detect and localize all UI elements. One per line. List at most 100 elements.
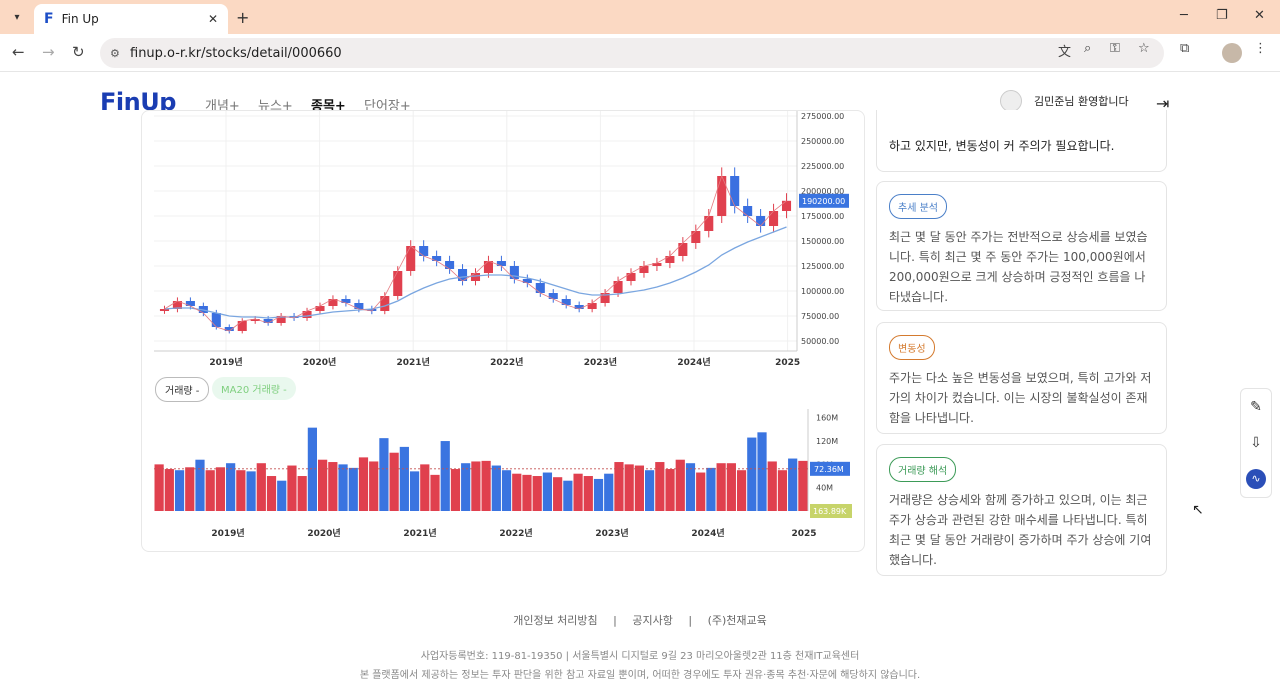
browser-tab[interactable]: F Fin Up ✕ — [34, 4, 228, 34]
close-window-icon[interactable]: ✕ — [1254, 8, 1265, 23]
wave-icon[interactable]: ∿ — [1241, 461, 1271, 497]
memo-icon[interactable]: ✎ — [1250, 399, 1262, 415]
user-avatar — [1000, 90, 1022, 112]
volume-bar — [665, 469, 675, 511]
trend-text: 최근 몇 달 동안 주가는 전반적으로 상승세를 보였습니다. 특히 최근 몇 … — [889, 230, 1148, 304]
site-info-icon[interactable]: ⚙ — [110, 46, 120, 60]
ma20-volume-toggle[interactable]: MA20 거래량 - — [212, 377, 296, 400]
new-tab-icon[interactable]: + — [236, 8, 250, 27]
candle-body — [509, 266, 519, 279]
volume-x-tick: 2019년 — [211, 527, 244, 539]
volume-y-tick: 160M — [816, 414, 838, 423]
volume-x-tick: 2021년 — [403, 527, 436, 539]
candle-body — [561, 299, 571, 305]
ma-line — [164, 226, 787, 319]
volume-bar — [583, 476, 593, 511]
volume-bar — [164, 469, 174, 511]
url-text: finup.o-r.kr/stocks/detail/000660 — [130, 45, 342, 61]
price-x-tick: 2020년 — [303, 356, 336, 368]
volume-bar — [266, 476, 277, 511]
volume-bar — [195, 459, 205, 511]
candle-body — [341, 299, 351, 303]
stock-chart-card: 2019년 2020년 2021년 2022년 2023년 2024년 2025 50000.… — [141, 110, 865, 552]
volume-chart[interactable]: 40M80M120M160M72.36M163.89K2019년2020년202… — [142, 401, 865, 551]
price-y-tick: 225000.00 — [801, 162, 844, 171]
finup-favicon-icon: F — [44, 11, 54, 27]
candle-body — [483, 261, 493, 273]
price-y-tick: 200000.00 — [801, 187, 844, 196]
candle-body — [302, 311, 312, 318]
volume-text: 거래량은 상승세와 함께 증가하고 있으며, 이는 최근 주가 상승과 관련된 … — [889, 493, 1152, 567]
more-menu-icon[interactable]: ⋮ — [1254, 41, 1267, 56]
volume-y-tick: 120M — [816, 437, 838, 446]
candle-body — [535, 283, 545, 293]
tab-search-icon[interactable]: ▾ — [14, 11, 20, 23]
forward-icon[interactable]: → — [42, 43, 55, 61]
back-icon[interactable]: ← — [12, 43, 25, 61]
candle-body — [185, 301, 195, 306]
candlestick-chart[interactable]: 2019년 2020년 2021년 2022년 2023년 2024년 2025 50000.… — [142, 111, 865, 371]
volume-x-tick: 2023년 — [595, 527, 628, 539]
volatility-text: 주가는 다소 높은 변동성을 보였으며, 특히 고가와 저가의 차이가 컸습니다… — [889, 371, 1152, 425]
price-x-tick: 2025 — [775, 358, 800, 368]
volume-bar — [236, 470, 246, 511]
candle-body — [678, 243, 688, 256]
price-x-tick: 2022년 — [490, 356, 523, 368]
volatility-tag: 변동성 — [889, 335, 935, 360]
volume-bar — [542, 472, 553, 511]
close-tab-icon[interactable]: ✕ — [207, 12, 218, 26]
company-link[interactable]: (주)천재교육 — [707, 614, 767, 627]
zoom-icon[interactable]: ⌕ — [1084, 41, 1092, 56]
price-y-tick: 175000.00 — [801, 212, 844, 221]
tab-title: Fin Up — [61, 12, 99, 26]
password-key-icon[interactable]: ⚿ — [1110, 41, 1120, 56]
download-note-icon[interactable]: ⇩ — [1250, 435, 1262, 451]
volume-x-tick: 2024년 — [691, 527, 724, 539]
price-y-tick: 150000.00 — [801, 237, 844, 246]
candle-body — [237, 321, 247, 331]
restore-icon[interactable]: ❐ — [1216, 8, 1228, 23]
notice-link[interactable]: 공지사항 — [632, 614, 673, 627]
candle-body — [419, 246, 429, 256]
trend-analysis-card: 추세 분석 최근 몇 달 동안 주가는 전반적으로 상승세를 보였습니다. 특히… — [876, 181, 1167, 311]
candle-body — [781, 200, 792, 211]
volume-bar — [205, 470, 215, 511]
minimize-icon[interactable]: ─ — [1180, 8, 1188, 23]
candle-body — [354, 303, 364, 309]
candle-body — [263, 319, 273, 323]
candle-body — [743, 206, 753, 216]
volume-toggle[interactable]: 거래량 - — [155, 377, 210, 402]
volume-bar — [174, 470, 185, 511]
bookmark-star-icon[interactable]: ☆ — [1138, 41, 1150, 56]
logout-icon[interactable]: ⇥ — [1156, 94, 1170, 113]
translate-icon[interactable]: 文 — [1058, 45, 1072, 60]
volume-bar — [409, 471, 420, 511]
volume-tag: 거래량 해석 — [889, 457, 957, 482]
candle-body — [406, 246, 416, 271]
reload-icon[interactable]: ↻ — [72, 43, 85, 61]
volume-bar — [706, 467, 716, 511]
volume-bar — [696, 472, 706, 511]
volume-bar — [461, 463, 471, 511]
candle-body — [445, 261, 455, 269]
close-line — [164, 174, 787, 332]
ma20-volume-label: 72.36M — [814, 465, 844, 474]
last-price-label: 190200.00 — [802, 197, 845, 206]
volume-bar — [604, 473, 614, 511]
volume-bar — [450, 469, 461, 511]
privacy-policy-link[interactable]: 개인정보 처리방침 — [513, 614, 598, 627]
extensions-icon[interactable]: ⧉ — [1180, 41, 1190, 56]
volume-bar — [318, 459, 328, 511]
volume-bar — [573, 473, 583, 511]
price-x-tick: 2024년 — [677, 356, 710, 368]
price-x-tick: 2021년 — [397, 356, 430, 368]
volume-bar — [553, 477, 563, 511]
volume-bar — [798, 460, 808, 511]
address-bar[interactable]: ⚙ finup.o-r.kr/stocks/detail/000660 — [100, 38, 1164, 68]
candle-body — [639, 266, 649, 273]
profile-avatar[interactable] — [1222, 43, 1242, 63]
candle-body — [315, 306, 325, 311]
volume-bar — [685, 463, 696, 511]
summary-tail: 하고 있지만, 변동성이 커 주의가 필요합니다. — [889, 139, 1115, 153]
volume-bar — [215, 467, 226, 511]
